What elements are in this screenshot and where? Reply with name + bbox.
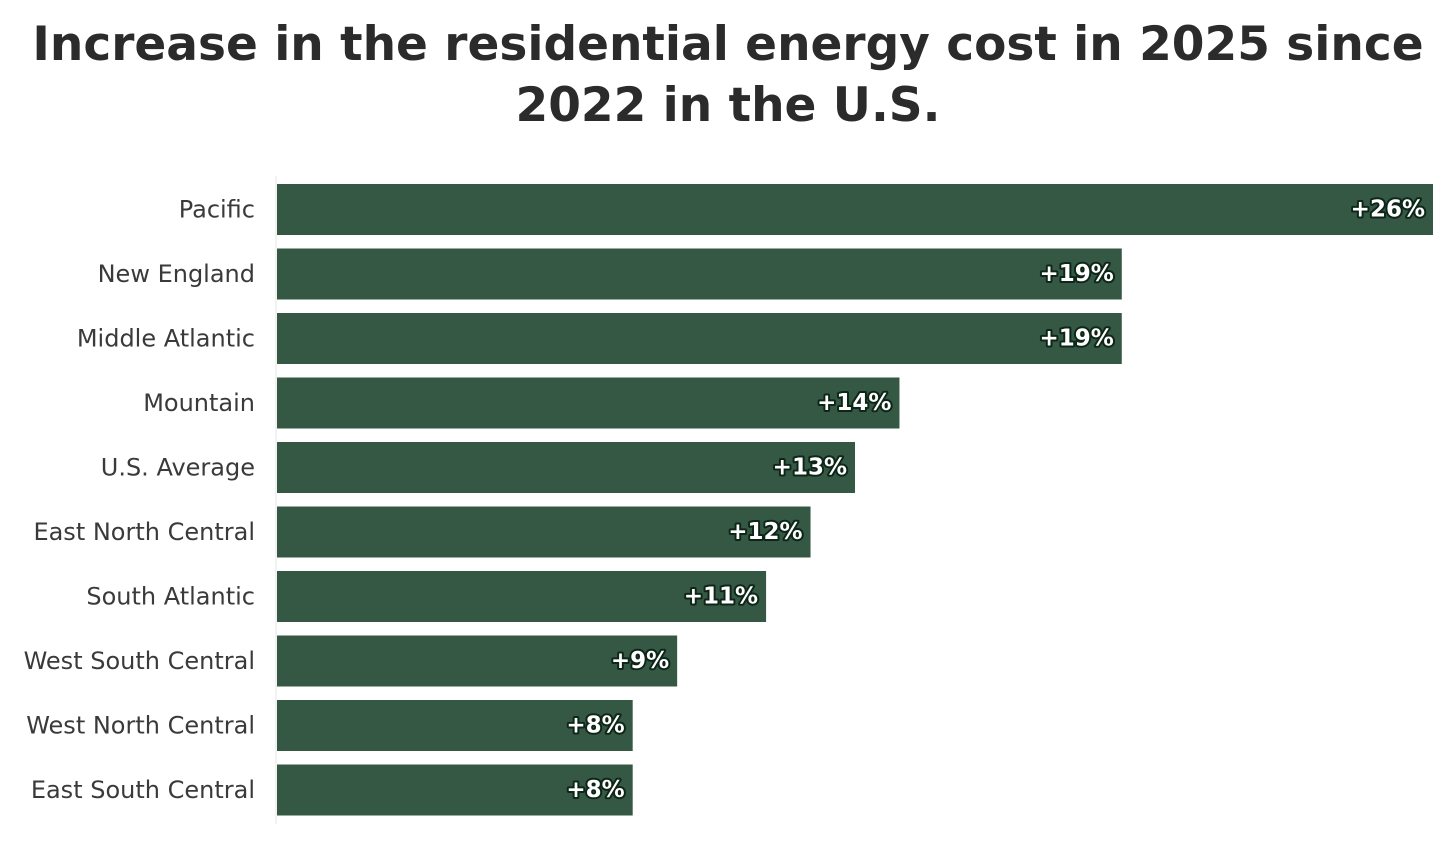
bars-group: [277, 184, 1433, 816]
bar-4: [277, 442, 855, 493]
category-label: South Atlantic: [86, 583, 255, 611]
category-label: Mountain: [143, 389, 255, 417]
bar-8: [277, 700, 633, 751]
value-label: +14%: [817, 390, 891, 416]
value-label: +26%: [1351, 197, 1425, 223]
value-label: +11%: [684, 584, 758, 610]
category-label: East South Central: [31, 776, 255, 804]
value-label: +12%: [728, 519, 802, 545]
bar-3: [277, 377, 900, 429]
category-label: West South Central: [24, 647, 255, 675]
bar-9: [277, 764, 633, 816]
bar-0: [277, 184, 1433, 235]
category-label: West North Central: [26, 712, 255, 740]
category-label: Pacific: [179, 196, 255, 224]
bar-1: [277, 248, 1122, 300]
category-label: East North Central: [33, 518, 255, 546]
bar-2: [277, 313, 1122, 364]
category-labels-group: Pacific New England Middle Atlantic Mountai…: [24, 196, 255, 805]
value-labels-group: +26% +19% +19% +14% +13% +12% +11% +9% +8% +8%: [564, 195, 1427, 806]
chart-title: Increase in the residential energy cost …: [32, 17, 1424, 133]
bar-5: [277, 506, 811, 558]
category-label: Middle Atlantic: [77, 325, 255, 353]
value-label: +13%: [773, 455, 847, 481]
bar-6: [277, 571, 767, 622]
value-label: +19%: [1039, 326, 1113, 352]
category-label: New England: [98, 260, 255, 288]
bar-7: [277, 635, 678, 687]
value-label: +8%: [566, 777, 624, 803]
category-label: U.S. Average: [101, 454, 255, 482]
value-label: +9%: [611, 648, 669, 674]
value-label: +8%: [566, 713, 624, 739]
value-label: +19%: [1039, 261, 1113, 287]
